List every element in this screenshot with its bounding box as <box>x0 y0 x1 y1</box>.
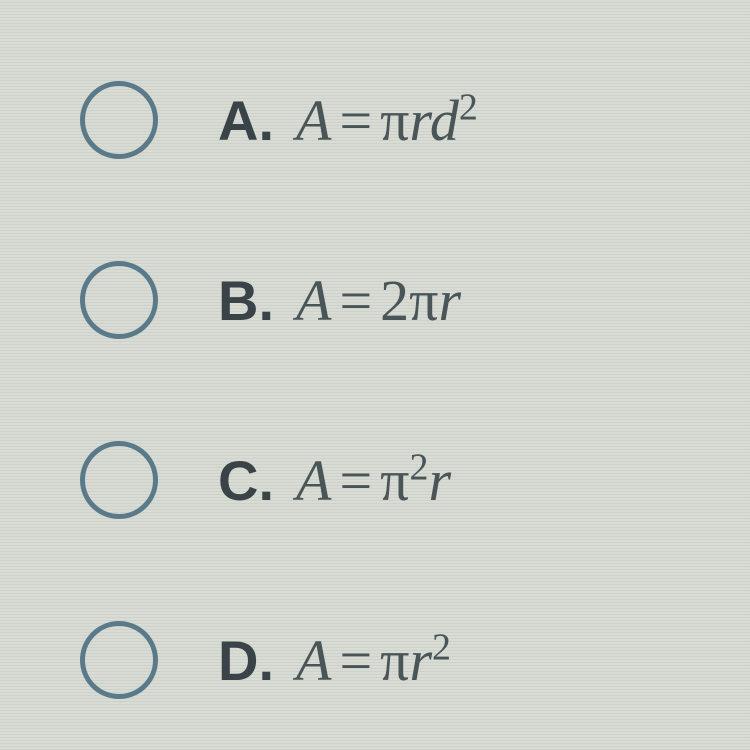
radio-icon[interactable] <box>80 621 158 699</box>
option-formula: A=πrd2 <box>296 87 478 154</box>
option-letter: A. <box>218 88 274 153</box>
option-b[interactable]: B. A=2πr <box>0 261 750 339</box>
option-letter: B. <box>218 268 274 333</box>
option-formula: A=π2r <box>296 447 451 514</box>
option-letter: D. <box>218 628 274 693</box>
radio-icon[interactable] <box>80 81 158 159</box>
option-content: B. A=2πr <box>218 267 461 334</box>
radio-icon[interactable] <box>80 441 158 519</box>
option-content: C. A=π2r <box>218 447 451 514</box>
option-content: A. A=πrd2 <box>218 87 478 154</box>
option-content: D. A=πr2 <box>218 627 451 694</box>
option-letter: C. <box>218 448 274 513</box>
option-d[interactable]: D. A=πr2 <box>0 621 750 699</box>
option-formula: A=2πr <box>296 267 461 334</box>
radio-icon[interactable] <box>80 261 158 339</box>
option-a[interactable]: A. A=πrd2 <box>0 81 750 159</box>
option-c[interactable]: C. A=π2r <box>0 441 750 519</box>
option-formula: A=πr2 <box>296 627 451 694</box>
